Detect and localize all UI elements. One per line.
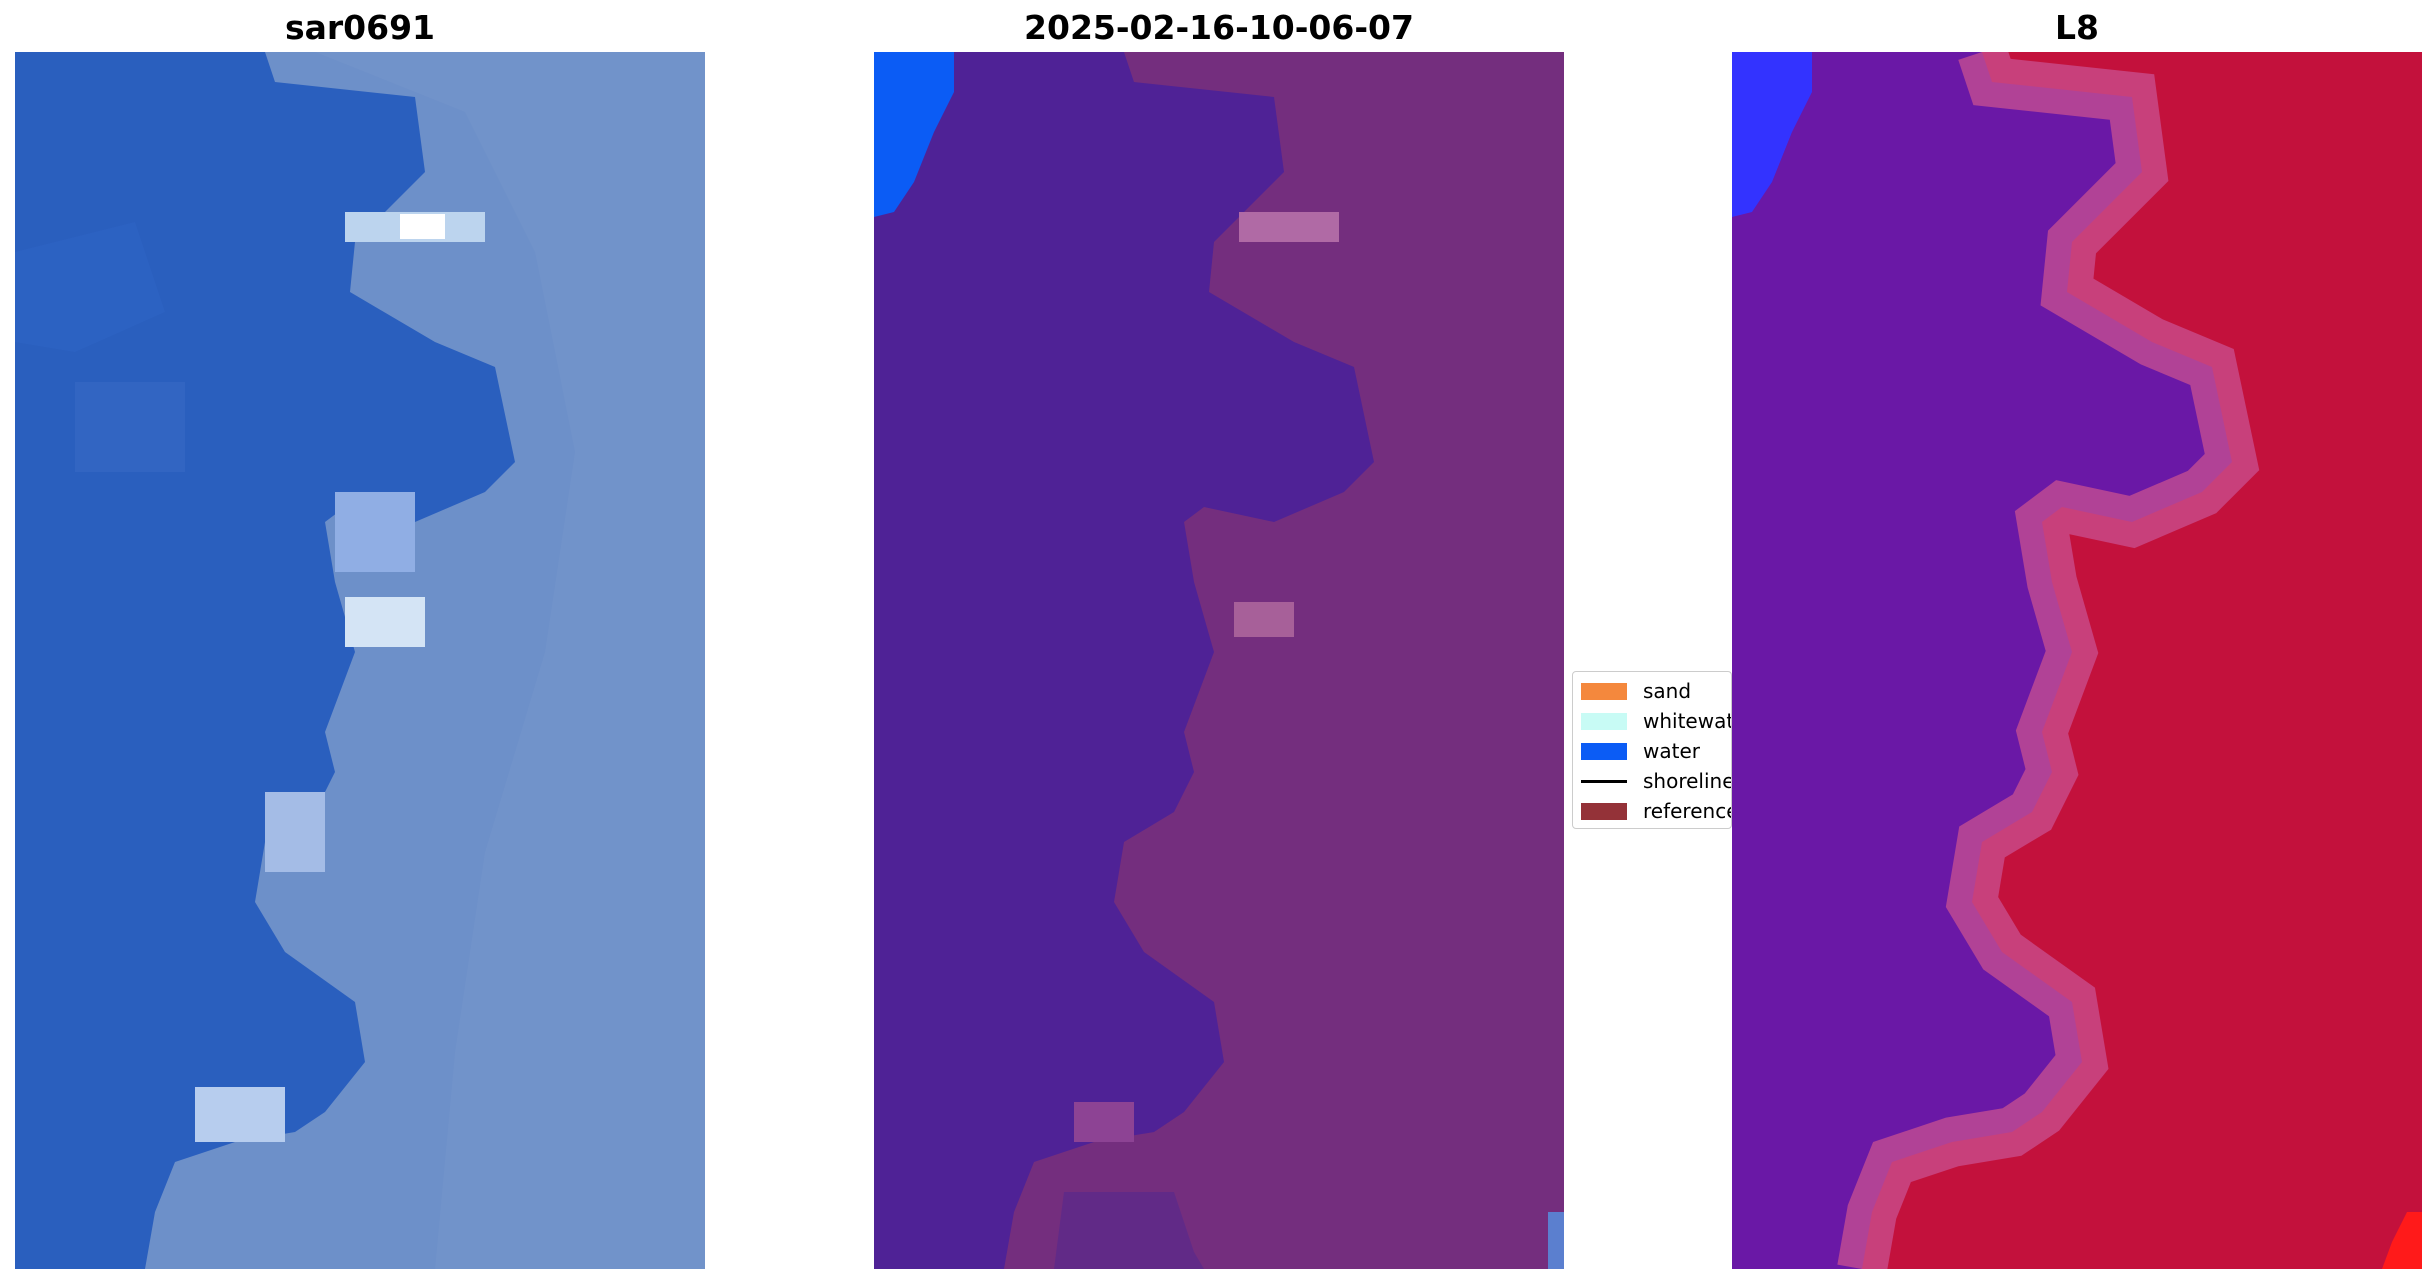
- legend-item-water: water: [1581, 736, 1700, 766]
- sand-swatch: [1581, 682, 1627, 700]
- legend-item-reference: reference: [1581, 796, 1732, 826]
- classification-panel: [874, 52, 1564, 1269]
- panel-title-rgb: sar0691: [284, 8, 436, 47]
- shoreline-line-swatch: [1581, 779, 1627, 783]
- rgb-image: [15, 52, 705, 1269]
- panel-title-mndwi: L8: [2055, 8, 2099, 47]
- legend-label-reference: reference: [1643, 799, 1732, 823]
- legend: sand whitewater water shoreline referenc…: [1572, 671, 1732, 829]
- legend-item-sand: sand: [1581, 676, 1691, 706]
- legend-label-sand: sand: [1643, 679, 1692, 703]
- mndwi-panel: [1732, 52, 2422, 1269]
- panel-title-classification: 2025-02-16-10-06-07: [1024, 8, 1414, 47]
- classification-image: [874, 52, 1564, 1269]
- legend-item-whitewater: whitewater: [1581, 706, 1731, 736]
- whitewater-swatch: [1581, 712, 1627, 730]
- legend-item-shoreline: shoreline: [1581, 766, 1732, 796]
- legend-label-shoreline: shoreline: [1643, 769, 1732, 793]
- mndwi-image: [1732, 52, 2422, 1269]
- water-swatch: [1581, 742, 1627, 760]
- legend-label-whitewater: whitewater: [1643, 709, 1731, 733]
- legend-label-water: water: [1643, 739, 1700, 763]
- rgb-image-panel: [15, 52, 705, 1269]
- reference-swatch: [1581, 802, 1627, 820]
